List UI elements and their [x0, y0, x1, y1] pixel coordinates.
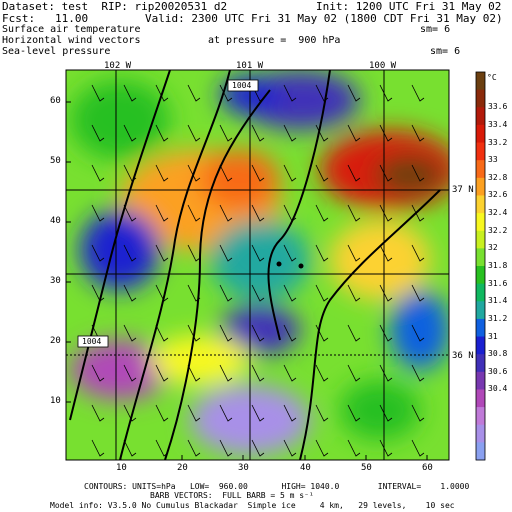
y-tick-50: 50 — [50, 156, 61, 166]
lat-label-36n: 36 N — [452, 351, 474, 361]
colorbar-swatch — [476, 142, 485, 161]
colorbar-swatch — [476, 301, 485, 320]
colorbar-label: 32.6 — [488, 190, 508, 200]
footer-model-info: Model info: V3.5.0 No Cumulus Blackadar … — [50, 501, 455, 510]
colorbar-label: 31.8 — [488, 261, 508, 270]
init-time: Init: 1200 UTC Fri 31 May 02 — [316, 0, 502, 13]
x-tick-30: 30 — [238, 463, 249, 473]
colorbar-swatch — [476, 124, 485, 144]
x-tick-60: 60 — [422, 463, 433, 473]
colorbar-label: 30.8 — [488, 349, 508, 359]
field-label-temperature: Surface air temperature — [2, 24, 141, 35]
colorbar-label: 32.8 — [488, 172, 508, 182]
colorbar-label: 33.6 — [488, 102, 508, 112]
field-label-wind: Horizontal wind vectors — [2, 35, 141, 46]
colorbar-label: 32.2 — [488, 225, 508, 235]
colorbar-label: 31.4 — [488, 296, 508, 306]
isobar-label-left: 1004 — [82, 337, 102, 346]
x-tick-50: 50 — [361, 463, 372, 473]
colorbar-swatch — [476, 107, 485, 126]
colorbar-label: 33 — [488, 155, 498, 165]
field-sm-temperature: sm= 6 — [420, 24, 451, 35]
colorbar-label: 32 — [488, 243, 498, 253]
y-tick-60: 60 — [50, 96, 61, 106]
colorbar-label: 30.6 — [488, 366, 508, 376]
footer-contours: CONTOURS: UNITS=hPa LOW= 960.00 HIGH= 10… — [84, 482, 470, 491]
colorbar-swatch — [476, 248, 485, 267]
lon-label-102w: 102 W — [104, 61, 132, 71]
colorbar-swatch — [476, 336, 485, 355]
dataset-label: Dataset: test RIP: rip20020531 d2 — [2, 0, 228, 13]
y-tick-40: 40 — [50, 216, 61, 226]
colorbar-swatch — [476, 230, 485, 249]
colorbar-unit: °C — [487, 73, 497, 82]
lon-label-101w: 101 W — [236, 61, 264, 71]
y-tick-20: 20 — [50, 336, 61, 346]
forecast-hour: Fcst: 11.00 — [2, 12, 89, 25]
x-tick-10: 10 — [116, 463, 127, 473]
colorbar-swatch — [476, 195, 485, 214]
colorbar-label: 33.2 — [488, 137, 508, 147]
field-pressure-level: at pressure = 900 hPa — [208, 35, 341, 46]
colorbar-swatch — [476, 177, 485, 196]
footer-barbs: BARB VECTORS: FULL BARB = 5 m s⁻¹ — [150, 491, 314, 500]
colorbar-swatch — [476, 72, 485, 91]
colorbar-swatch — [476, 160, 485, 179]
colorbar-label: 30.4 — [488, 384, 508, 394]
colorbar-swatch — [476, 89, 485, 108]
colorbar-swatch — [476, 266, 485, 285]
colorbar-label: 33.4 — [488, 119, 508, 129]
colorbar-label: 32.4 — [488, 208, 508, 218]
x-tick-20: 20 — [177, 463, 188, 473]
colorbar-swatch — [476, 318, 485, 338]
colorbar-swatch — [476, 371, 485, 390]
colorbar-swatch — [476, 389, 485, 408]
field-sm-slp: sm= 6 — [430, 46, 461, 57]
field-label-slp: Sea-level pressure — [2, 46, 111, 57]
colorbar-swatch — [476, 354, 485, 373]
y-tick-30: 30 — [50, 276, 61, 286]
colorbar-label: 31.6 — [488, 278, 508, 288]
colorbar-swatch — [476, 424, 485, 443]
colorbar-label: 31 — [488, 331, 498, 341]
valid-time: Valid: 2300 UTC Fri 31 May 02 (1800 CDT … — [145, 12, 503, 25]
isobar-label-top: 1004 — [232, 81, 252, 90]
colorbar-label: 31.2 — [488, 313, 508, 323]
colorbar-swatch — [476, 213, 485, 232]
lon-label-100w: 100 W — [369, 61, 397, 71]
colorbar-swatch — [476, 283, 485, 302]
y-tick-10: 10 — [50, 396, 61, 406]
colorbar-swatch — [476, 442, 485, 461]
lat-label-37n: 37 N — [452, 185, 474, 195]
x-tick-40: 40 — [300, 463, 311, 473]
colorbar-swatch — [476, 407, 485, 426]
